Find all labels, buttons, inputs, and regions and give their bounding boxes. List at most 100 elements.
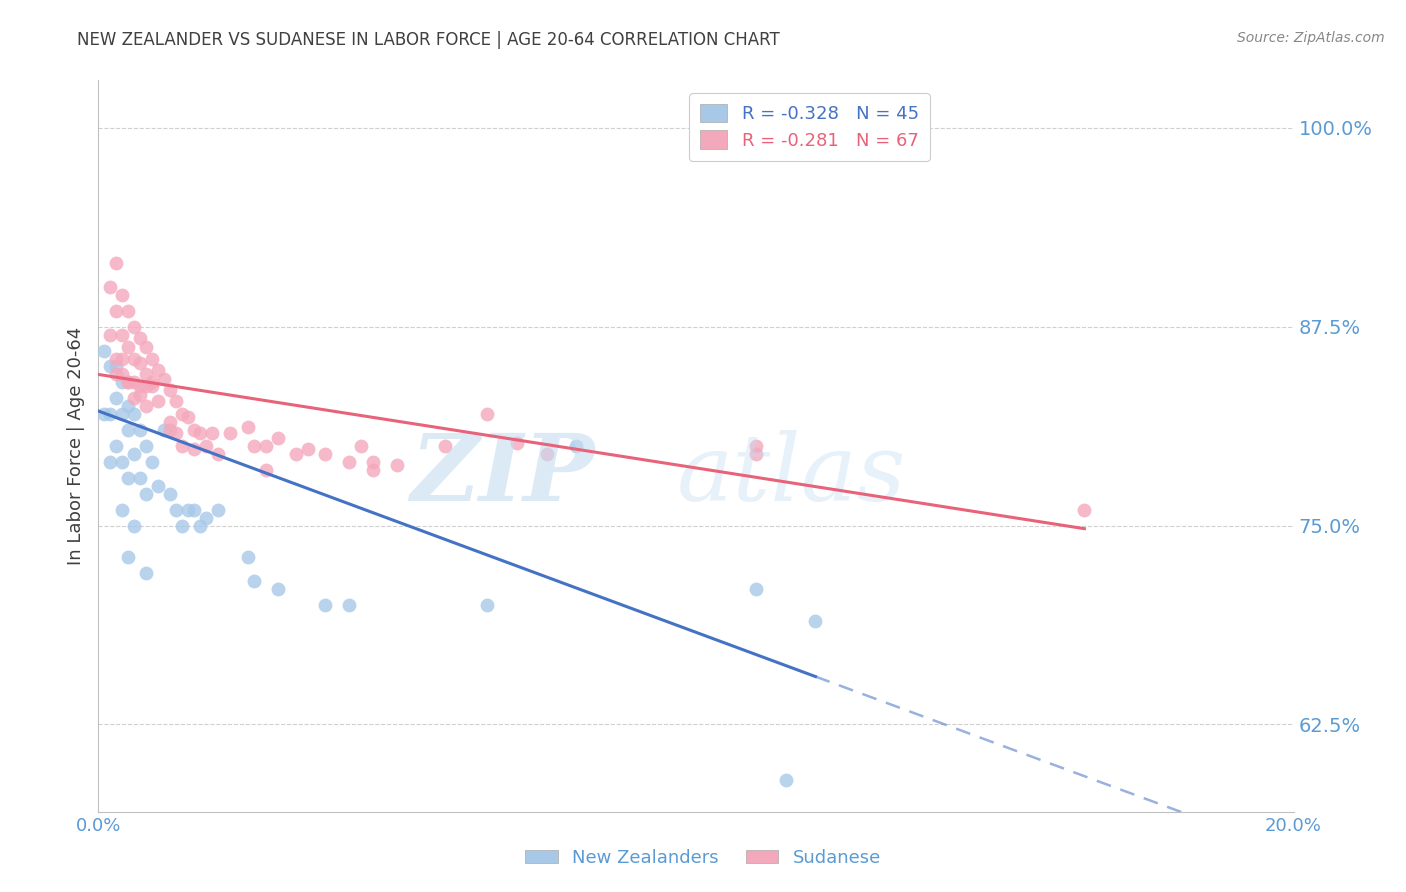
Point <box>117 471 139 485</box>
Point <box>117 376 139 390</box>
Point <box>129 378 152 392</box>
Point <box>129 331 152 345</box>
Point <box>165 426 187 441</box>
Text: NEW ZEALANDER VS SUDANESE IN LABOR FORCE | AGE 20-64 CORRELATION CHART: NEW ZEALANDER VS SUDANESE IN LABOR FORCE… <box>77 31 780 49</box>
Point <box>135 368 157 382</box>
Point <box>201 426 224 441</box>
Point <box>129 471 152 485</box>
Point <box>124 376 146 390</box>
Point <box>177 410 200 425</box>
Point <box>98 327 122 342</box>
Point <box>339 598 361 612</box>
Point <box>475 598 498 612</box>
Point <box>804 614 827 628</box>
Point <box>124 407 146 421</box>
Text: atlas: atlas <box>676 430 907 520</box>
Point <box>254 463 277 477</box>
Point <box>117 376 139 390</box>
Point <box>565 439 588 453</box>
Point <box>177 502 200 516</box>
Point <box>745 447 768 461</box>
Point <box>105 368 128 382</box>
Point <box>111 351 134 366</box>
Text: ZIP: ZIP <box>411 430 595 520</box>
Point <box>188 426 211 441</box>
Legend: New Zealanders, Sudanese: New Zealanders, Sudanese <box>517 842 889 874</box>
Point <box>195 510 218 524</box>
Point <box>117 340 139 354</box>
Point <box>98 359 122 374</box>
Point <box>105 439 128 453</box>
Point <box>1073 502 1095 516</box>
Point <box>105 256 128 270</box>
Point <box>183 442 205 457</box>
Point <box>350 439 373 453</box>
Point <box>207 502 229 516</box>
Point <box>141 378 163 392</box>
Point <box>148 479 170 493</box>
Point <box>254 439 277 453</box>
Point <box>148 394 170 409</box>
Point <box>172 518 194 533</box>
Point <box>111 288 134 302</box>
Point <box>117 303 139 318</box>
Point <box>129 356 152 370</box>
Point <box>129 423 152 437</box>
Point <box>117 550 139 565</box>
Point <box>219 426 242 441</box>
Point <box>153 423 176 437</box>
Point <box>135 340 157 354</box>
Point <box>159 384 181 398</box>
Point <box>111 368 134 382</box>
Point <box>111 502 134 516</box>
Point <box>111 327 134 342</box>
Point <box>243 439 266 453</box>
Point <box>105 303 128 318</box>
Point <box>315 598 337 612</box>
Point <box>135 399 157 413</box>
Point <box>111 376 134 390</box>
Point <box>745 439 768 453</box>
Point <box>745 582 768 596</box>
Point <box>243 574 266 589</box>
Point <box>183 423 205 437</box>
Point <box>98 407 122 421</box>
Point <box>506 435 529 450</box>
Point <box>141 455 163 469</box>
Point <box>159 415 181 429</box>
Point <box>339 455 361 469</box>
Point <box>165 394 187 409</box>
Point <box>93 407 115 421</box>
Point <box>124 447 146 461</box>
Point <box>297 442 319 457</box>
Point <box>135 439 157 453</box>
Point <box>775 772 797 787</box>
Point <box>183 502 205 516</box>
Point <box>105 392 128 406</box>
Point <box>159 486 181 500</box>
Point <box>124 518 146 533</box>
Point <box>195 439 218 453</box>
Point <box>236 550 259 565</box>
Point <box>267 431 290 445</box>
Point <box>98 455 122 469</box>
Point <box>165 502 187 516</box>
Text: Source: ZipAtlas.com: Source: ZipAtlas.com <box>1237 31 1385 45</box>
Point <box>363 463 385 477</box>
Point <box>141 351 163 366</box>
Point <box>93 343 115 358</box>
Point <box>385 458 409 472</box>
Point <box>141 376 163 390</box>
Point <box>105 359 128 374</box>
Point <box>135 486 157 500</box>
Point <box>363 455 385 469</box>
Point <box>105 351 128 366</box>
Point <box>148 362 170 376</box>
Point <box>124 392 146 406</box>
Point <box>172 439 194 453</box>
Point <box>536 447 558 461</box>
Point <box>284 447 307 461</box>
Point <box>315 447 337 461</box>
Legend: R = -0.328   N = 45, R = -0.281   N = 67: R = -0.328 N = 45, R = -0.281 N = 67 <box>689 93 929 161</box>
Point <box>434 439 457 453</box>
